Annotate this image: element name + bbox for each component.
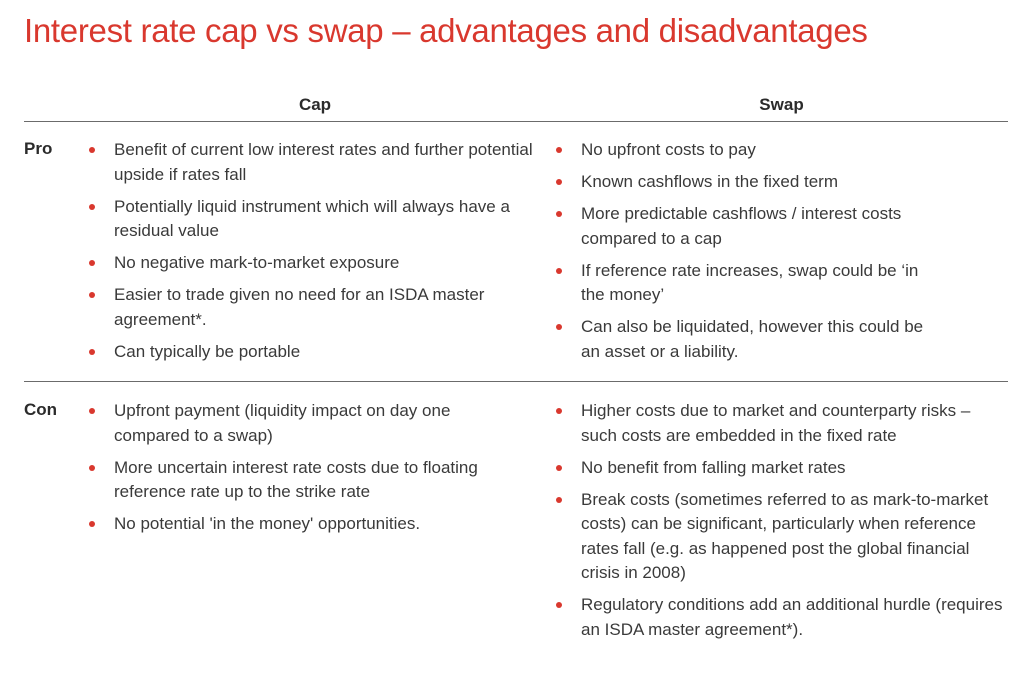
list-item: More predictable cashflows / interest co… — [553, 202, 943, 251]
column-header-swap: Swap — [759, 95, 804, 114]
pro-swap-list: No upfront costs to pay Known cashflows … — [553, 138, 943, 372]
list-item: Regulatory conditions add an additional … — [553, 593, 1009, 642]
page-title: Interest rate cap vs swap – advantages a… — [24, 12, 868, 49]
pro-cap-list: Benefit of current low interest rates an… — [86, 138, 536, 372]
list-item: No upfront costs to pay — [553, 138, 943, 163]
header-divider — [24, 121, 1008, 122]
list-item: More uncertain interest rate costs due t… — [86, 456, 516, 505]
column-header-cap: Cap — [298, 95, 332, 114]
list-item: If reference rate increases, swap could … — [553, 259, 943, 308]
list-item: No benefit from falling market rates — [553, 456, 1009, 481]
list-item: Easier to trade given no need for an ISD… — [86, 283, 536, 332]
list-item: Upfront payment (liquidity impact on day… — [86, 399, 516, 448]
row-label-pro: Pro — [24, 139, 53, 158]
list-item: No potential 'in the money' opportunitie… — [86, 512, 516, 537]
list-item: Benefit of current low interest rates an… — [86, 138, 536, 187]
con-cap-list: Upfront payment (liquidity impact on day… — [86, 399, 516, 544]
list-item: Can also be liquidated, however this cou… — [553, 315, 943, 364]
list-item: Break costs (sometimes referred to as ma… — [553, 488, 1009, 586]
con-swap-list: Higher costs due to market and counterpa… — [553, 399, 1009, 650]
list-item: Can typically be portable — [86, 340, 536, 365]
list-item: Higher costs due to market and counterpa… — [553, 399, 1009, 448]
row-label-con: Con — [24, 400, 58, 419]
list-item: No negative mark-to-market exposure — [86, 251, 536, 276]
row-divider — [24, 381, 1008, 382]
list-item: Known cashflows in the fixed term — [553, 170, 943, 195]
list-item: Potentially liquid instrument which will… — [86, 195, 536, 244]
